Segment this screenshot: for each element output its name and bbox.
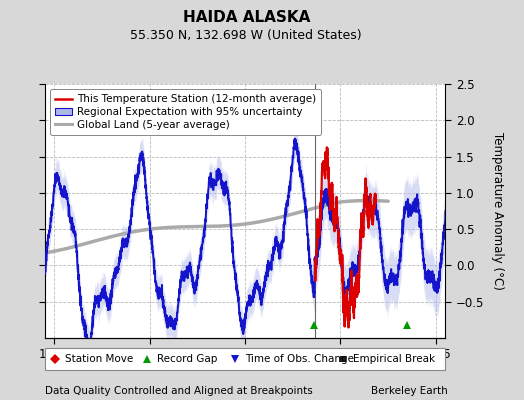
- Text: Berkeley Earth: Berkeley Earth: [372, 386, 448, 396]
- Text: HAIDA ALASKA: HAIDA ALASKA: [182, 10, 310, 26]
- Y-axis label: Temperature Anomaly (°C): Temperature Anomaly (°C): [491, 132, 504, 290]
- Text: Station Move: Station Move: [64, 354, 133, 364]
- Text: Record Gap: Record Gap: [157, 354, 217, 364]
- Text: Time of Obs. Change: Time of Obs. Change: [245, 354, 354, 364]
- Text: Empirical Break: Empirical Break: [353, 354, 435, 364]
- FancyBboxPatch shape: [45, 348, 445, 370]
- Text: 55.350 N, 132.698 W (United States): 55.350 N, 132.698 W (United States): [130, 30, 362, 42]
- Legend: This Temperature Station (12-month average), Regional Expectation with 95% uncer: This Temperature Station (12-month avera…: [50, 89, 321, 135]
- Text: Data Quality Controlled and Aligned at Breakpoints: Data Quality Controlled and Aligned at B…: [45, 386, 312, 396]
